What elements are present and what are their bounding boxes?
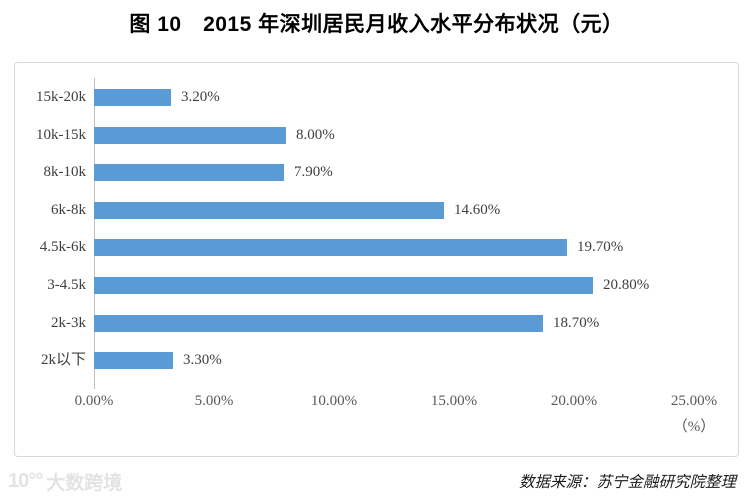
value-label: 7.90% xyxy=(294,164,333,180)
category-label: 8k-10k xyxy=(43,164,87,180)
x-axis-unit-label: （%） xyxy=(672,419,716,435)
x-axis-tick-label: 20.00% xyxy=(550,393,598,409)
value-label: 14.60% xyxy=(454,202,501,218)
bar-2k-3k xyxy=(94,315,543,332)
bar-15k-20k xyxy=(94,89,171,106)
category-label: 2k-3k xyxy=(51,315,86,331)
category-label: 15k-20k xyxy=(36,89,86,105)
value-label: 3.20% xyxy=(181,89,220,105)
data-source-label: 数据来源：苏宁金融研究院整理 xyxy=(518,474,736,491)
watermark: 10°° 大数跨境 xyxy=(8,468,122,495)
x-axis-tick-label: 15.00% xyxy=(430,393,478,409)
category-label: 6k-8k xyxy=(51,202,86,218)
bar-6k-8k xyxy=(94,202,444,219)
bar-4.5k-6k xyxy=(94,239,567,256)
value-label: 8.00% xyxy=(296,127,335,143)
chart-title: 图 10 2015 年深圳居民月收入水平分布状况（元） xyxy=(129,13,624,36)
x-axis-tick-label: 25.00% xyxy=(670,393,718,409)
category-label: 10k-15k xyxy=(36,127,86,143)
value-label: 20.80% xyxy=(603,277,650,293)
value-label: 3.30% xyxy=(183,352,222,368)
category-label: 3-4.5k xyxy=(47,277,86,293)
watermark-logo-icon: 10°° xyxy=(8,470,43,492)
category-label: 2k以下 xyxy=(40,352,86,368)
bar-10k-15k xyxy=(94,127,286,144)
watermark-text: 大数跨境 xyxy=(46,473,123,494)
bar-2k以下 xyxy=(94,352,173,369)
x-axis-tick-label: 10.00% xyxy=(310,393,358,409)
x-axis-tick-label: 5.00% xyxy=(194,393,234,409)
bar-8k-10k xyxy=(94,164,284,181)
x-axis-tick-label: 0.00% xyxy=(74,393,114,409)
category-axis-line xyxy=(94,78,95,389)
chart-plot-area: 15k-20k 3.20% 10k-15k 8.00% 8k-10k 7.90% 6k-8k… xyxy=(14,62,739,457)
category-label: 4.5k-6k xyxy=(39,239,86,255)
value-label: 19.70% xyxy=(577,239,624,255)
bar-3-4.5k xyxy=(94,277,593,294)
value-label: 18.70% xyxy=(553,315,600,331)
